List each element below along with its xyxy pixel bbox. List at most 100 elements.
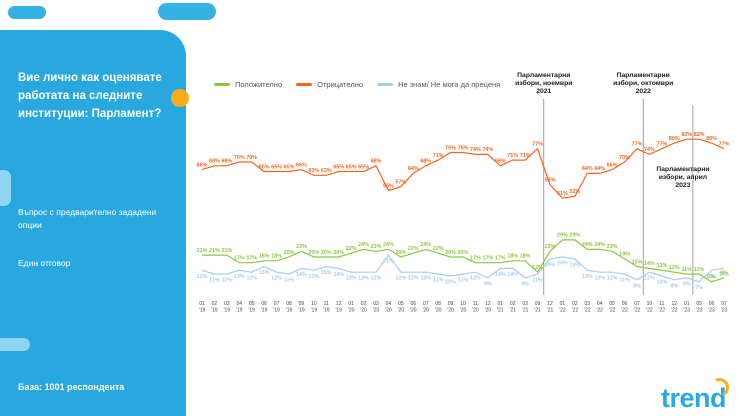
- svg-text:12%: 12%: [644, 276, 655, 282]
- svg-text:29%: 29%: [557, 233, 568, 239]
- svg-text:14%: 14%: [296, 272, 307, 278]
- svg-text:82%: 82%: [681, 132, 692, 138]
- svg-text:22%: 22%: [346, 246, 357, 252]
- svg-text:13%: 13%: [234, 274, 245, 280]
- svg-text:75%: 75%: [445, 145, 456, 151]
- decor-pill-top: [158, 3, 216, 20]
- svg-text:23%: 23%: [371, 244, 382, 250]
- svg-text:18%: 18%: [520, 254, 531, 260]
- svg-text:70%: 70%: [234, 155, 245, 161]
- svg-text:12%: 12%: [246, 276, 257, 282]
- svg-text:12%: 12%: [470, 276, 481, 282]
- svg-text:06'19: 06'19: [261, 301, 268, 314]
- legend-label-dontknow: Не знам/ Не мога да преценя: [398, 80, 501, 89]
- svg-text:10'19: 10'19: [311, 301, 318, 314]
- svg-text:11%: 11%: [284, 278, 295, 284]
- svg-text:70%: 70%: [246, 155, 257, 161]
- svg-text:63%: 63%: [308, 168, 319, 174]
- svg-text:65%: 65%: [346, 164, 357, 170]
- svg-text:55%: 55%: [383, 183, 394, 189]
- svg-text:24%: 24%: [358, 242, 369, 248]
- trend-logo-text: trend: [661, 383, 727, 413]
- sample-base-label: База: 1001 респондента: [18, 382, 125, 392]
- svg-text:65%: 65%: [259, 164, 270, 170]
- svg-text:20%: 20%: [284, 250, 295, 256]
- svg-text:03'22: 03'22: [584, 301, 591, 314]
- svg-text:68%: 68%: [209, 159, 220, 165]
- svg-text:11'22: 11'22: [659, 301, 666, 314]
- svg-text:04'19: 04'19: [236, 301, 243, 314]
- svg-text:12%: 12%: [607, 276, 618, 282]
- svg-text:64%: 64%: [594, 166, 605, 172]
- svg-text:19%: 19%: [619, 252, 630, 258]
- answer-type-note: Един отговор: [18, 258, 71, 268]
- svg-text:9%: 9%: [484, 281, 492, 287]
- svg-text:12%: 12%: [371, 276, 382, 282]
- svg-text:71%: 71%: [433, 153, 444, 159]
- svg-text:24%: 24%: [594, 242, 605, 248]
- svg-text:8%: 8%: [670, 283, 678, 289]
- legend-item-dontknow: Не знам/ Не мога да преценя: [377, 80, 500, 89]
- svg-text:06'22: 06'22: [621, 301, 628, 314]
- svg-text:80%: 80%: [669, 136, 680, 142]
- svg-text:15%: 15%: [321, 270, 332, 276]
- decor-pill-top-left: [8, 6, 46, 19]
- svg-text:58%: 58%: [545, 178, 556, 184]
- svg-text:24%: 24%: [582, 242, 593, 248]
- svg-text:12'21: 12'21: [547, 301, 554, 314]
- svg-text:17%: 17%: [234, 256, 245, 262]
- svg-text:12'20: 12'20: [485, 301, 492, 314]
- svg-text:02'20: 02'20: [360, 301, 367, 314]
- svg-text:11%: 11%: [458, 278, 469, 284]
- svg-text:74%: 74%: [482, 147, 493, 153]
- svg-text:20%: 20%: [445, 250, 456, 256]
- svg-text:04'22: 04'22: [596, 301, 603, 314]
- svg-text:21%: 21%: [383, 259, 394, 265]
- svg-text:77%: 77%: [656, 142, 667, 148]
- svg-text:03'19: 03'19: [224, 301, 231, 314]
- svg-text:68%: 68%: [221, 159, 232, 165]
- svg-text:74%: 74%: [470, 147, 481, 153]
- svg-text:09'21: 09'21: [534, 301, 541, 314]
- svg-text:21%: 21%: [221, 248, 232, 254]
- svg-text:22%: 22%: [408, 246, 419, 252]
- svg-text:05'20: 05'20: [398, 301, 405, 314]
- svg-text:17%: 17%: [470, 256, 481, 262]
- svg-text:71%: 71%: [520, 153, 531, 159]
- svg-text:8%: 8%: [633, 283, 641, 289]
- svg-text:20%: 20%: [458, 250, 469, 256]
- svg-text:23%: 23%: [545, 244, 556, 250]
- svg-text:14%: 14%: [333, 272, 344, 278]
- legend-swatch-dontknow: [377, 83, 394, 86]
- legend-swatch-negative: [296, 83, 313, 86]
- svg-text:05'22: 05'22: [609, 301, 616, 314]
- decor-pill-left-lower: [0, 338, 30, 351]
- svg-text:11%: 11%: [222, 278, 233, 284]
- svg-text:05'19: 05'19: [248, 301, 255, 314]
- svg-text:10%: 10%: [656, 280, 667, 286]
- svg-text:12%: 12%: [669, 265, 680, 271]
- svg-text:18%: 18%: [271, 254, 282, 260]
- svg-text:01'19: 01'19: [199, 301, 206, 314]
- svg-text:13%: 13%: [582, 274, 593, 280]
- question-type-note: Въпрос с предварително зададени опции: [18, 207, 157, 230]
- svg-text:82%: 82%: [694, 132, 705, 138]
- svg-text:24%: 24%: [420, 242, 431, 248]
- svg-text:12%: 12%: [395, 276, 406, 282]
- legend-label-negative: Отрицателно: [317, 80, 364, 89]
- svg-text:65%: 65%: [271, 164, 282, 170]
- svg-text:13%: 13%: [656, 263, 667, 269]
- svg-text:64%: 64%: [408, 166, 419, 172]
- svg-text:12%: 12%: [346, 276, 357, 282]
- svg-text:75%: 75%: [458, 145, 469, 151]
- svg-text:17%: 17%: [246, 256, 257, 262]
- svg-text:14%: 14%: [507, 272, 518, 278]
- svg-text:29%: 29%: [569, 233, 580, 239]
- svg-text:19%: 19%: [569, 262, 580, 268]
- svg-text:01'21: 01'21: [497, 301, 504, 314]
- svg-text:12'22: 12'22: [671, 301, 678, 314]
- svg-text:12%: 12%: [594, 276, 605, 282]
- svg-text:7%: 7%: [695, 285, 703, 291]
